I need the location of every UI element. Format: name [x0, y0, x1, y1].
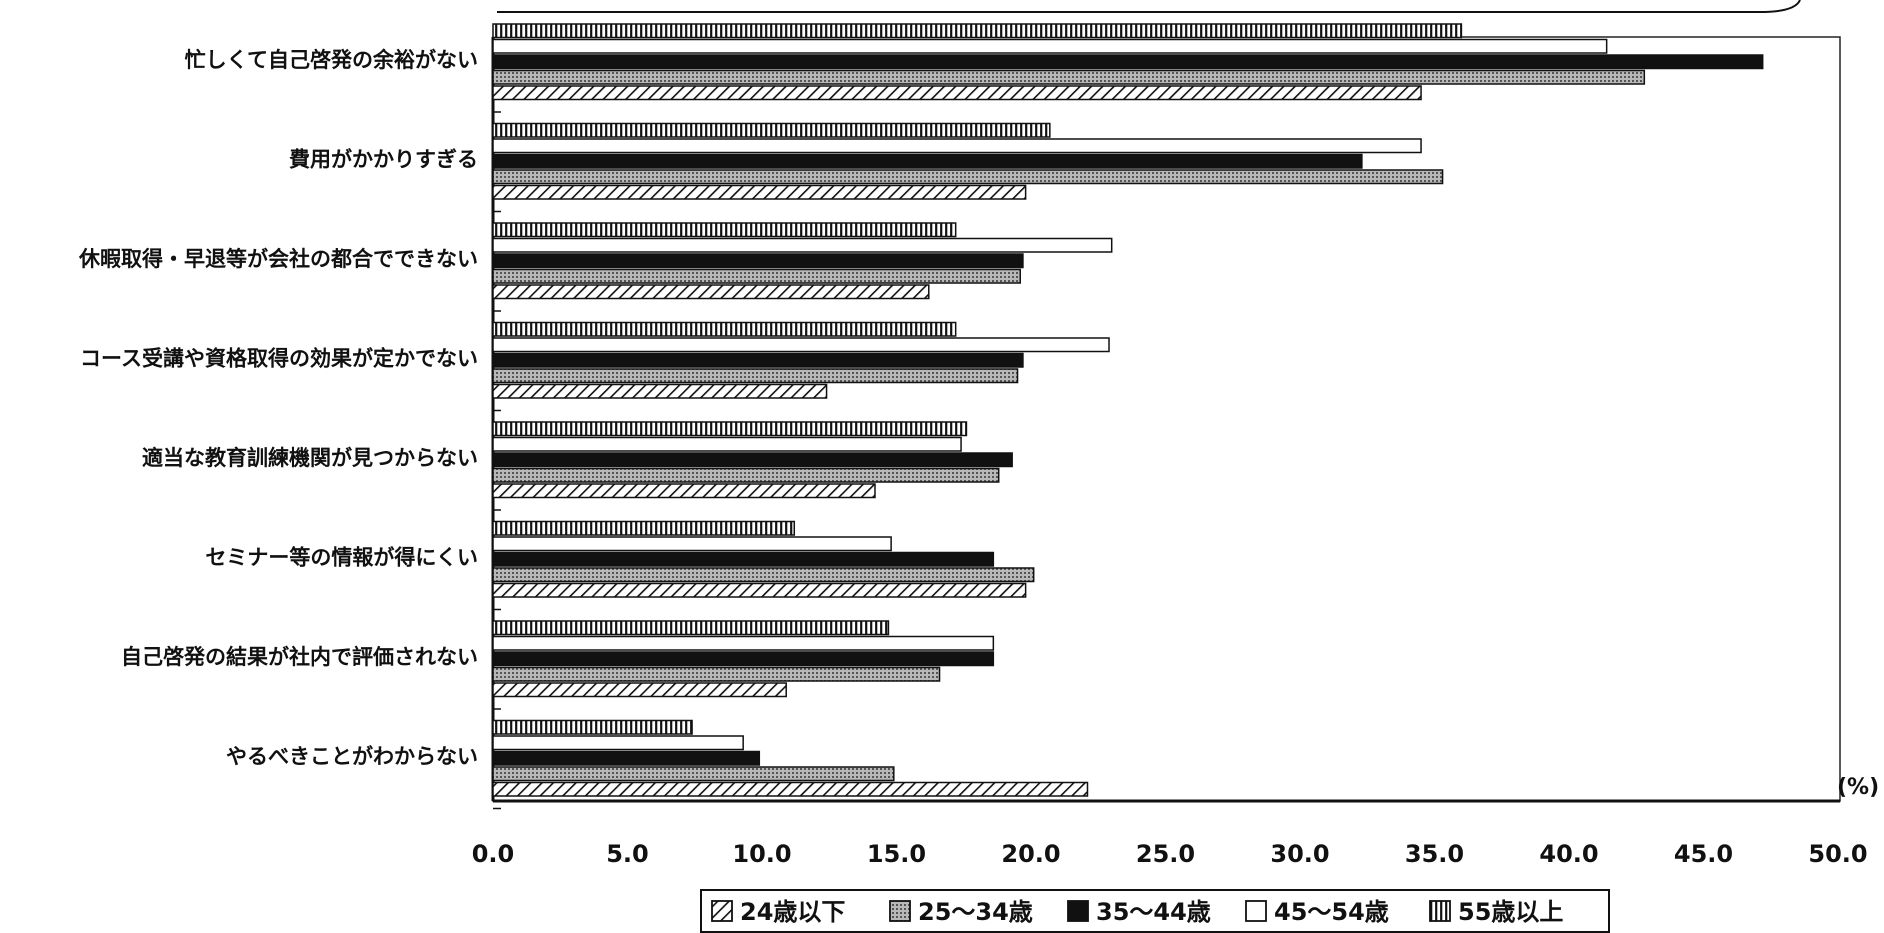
legend: 24歳以下 25～34歳 35～44歳 45～54歳 55歳以上: [700, 889, 1610, 933]
bar-white-3: [492, 337, 1110, 353]
bar-diagonal-hatch-0: [492, 85, 1422, 101]
category-label: セミナー等の情報が得にくい: [205, 546, 478, 570]
bar-solid-black-0: [492, 54, 1764, 70]
bar-diagonal-hatch-3: [492, 383, 828, 399]
unit-label: (%): [1837, 775, 1879, 800]
legend-label: 24歳以下: [740, 898, 845, 926]
x-tick-label: 30.0: [1270, 840, 1329, 868]
category-label: コース受講や資格取得の効果が定かでない: [80, 347, 478, 371]
category-label: 費用がかかりすぎる: [289, 148, 478, 172]
x-tick-label: 15.0: [867, 840, 926, 868]
x-tick-label: 35.0: [1405, 840, 1464, 868]
category-label: 休暇取得・早退等が会社の都合でできない: [78, 247, 478, 271]
legend-swatch-diagonal-hatch: [711, 900, 733, 922]
bar-dotted-gray-1: [492, 169, 1444, 185]
bar-vertical-stripes-2: [492, 222, 957, 238]
bar-vertical-stripes-1: [492, 122, 1051, 138]
bar-solid-black-7: [492, 750, 761, 766]
x-tick-label: 10.0: [732, 840, 791, 868]
category-label: 適当な教育訓練機関が見つからない: [142, 446, 478, 470]
legend-box: [700, 889, 1610, 933]
bar-dotted-gray-0: [492, 69, 1646, 85]
bar-diagonal-hatch-2: [492, 284, 930, 300]
legend-swatch-vertical-stripes: [1429, 900, 1451, 922]
x-tick-label: 45.0: [1674, 840, 1733, 868]
legend-swatch-solid-black: [1067, 900, 1089, 922]
legend-label: 25～34歳: [918, 898, 1033, 926]
category-label: 自己啓発の結果が社内で評価されない: [121, 645, 478, 669]
bar-dotted-gray-4: [492, 467, 1000, 483]
bar-white-2: [492, 237, 1113, 253]
bar-dotted-gray-2: [492, 268, 1021, 284]
bar-diagonal-hatch-5: [492, 582, 1027, 598]
bar-vertical-stripes-4: [492, 421, 968, 437]
bar-diagonal-hatch-4: [492, 483, 876, 499]
legend-label: 35～44歳: [1096, 898, 1211, 926]
bar-diagonal-hatch-6: [492, 682, 787, 698]
category-label: やるべきことがわからない: [226, 745, 478, 769]
bar-solid-black-3: [492, 352, 1024, 368]
legend-label: 45～54歳: [1274, 898, 1389, 926]
bar-vertical-stripes-5: [492, 520, 796, 536]
bar-white-5: [492, 536, 892, 552]
x-tick-label: 50.0: [1808, 840, 1867, 868]
bar-dotted-gray-5: [492, 567, 1035, 583]
bar-solid-black-2: [492, 253, 1024, 269]
bar-vertical-stripes-0: [492, 23, 1463, 39]
bar-solid-black-4: [492, 452, 1013, 468]
bar-white-1: [492, 138, 1422, 154]
bar-diagonal-hatch-7: [492, 781, 1089, 797]
legend-swatch-white: [1245, 900, 1267, 922]
bar-solid-black-1: [492, 153, 1363, 169]
bar-vertical-stripes-3: [492, 321, 957, 337]
x-tick-label: 20.0: [1001, 840, 1060, 868]
x-tick-label: 5.0: [606, 840, 649, 868]
bar-diagonal-hatch-1: [492, 184, 1027, 200]
legend-label: 55歳以上: [1458, 898, 1563, 926]
bar-white-0: [492, 38, 1608, 54]
bar-vertical-stripes-6: [492, 620, 890, 636]
x-tick-label: 40.0: [1539, 840, 1598, 868]
bar-white-7: [492, 735, 744, 751]
bar-solid-black-6: [492, 651, 995, 667]
bar-solid-black-5: [492, 551, 995, 567]
bar-white-6: [492, 635, 995, 651]
decorative-frame-corner: [497, 0, 1801, 13]
bar-white-4: [492, 436, 962, 452]
category-label: 忙しくて自己啓発の余裕がない: [185, 48, 478, 72]
bar-dotted-gray-7: [492, 766, 895, 782]
bar-vertical-stripes-7: [492, 719, 693, 735]
bar-dotted-gray-6: [492, 666, 941, 682]
bar-dotted-gray-3: [492, 368, 1019, 384]
legend-swatch-dotted-gray: [889, 900, 911, 922]
x-tick-label: 0.0: [472, 840, 515, 868]
x-tick-label: 25.0: [1136, 840, 1195, 868]
